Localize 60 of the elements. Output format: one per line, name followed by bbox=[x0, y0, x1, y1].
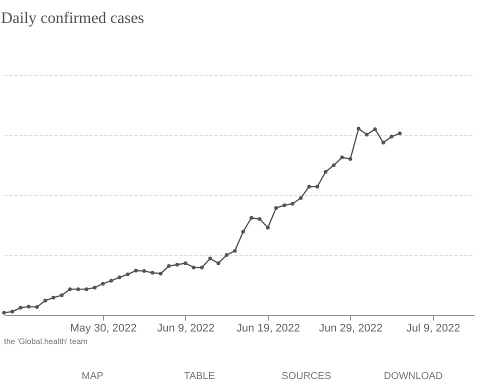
point bbox=[134, 268, 138, 273]
point bbox=[43, 298, 48, 303]
point bbox=[76, 287, 80, 292]
point bbox=[390, 134, 394, 139]
x-tick-label: Jun 29, 2022 bbox=[319, 322, 383, 334]
text: DOWNLOAD bbox=[384, 371, 443, 382]
point bbox=[298, 196, 303, 200]
point bbox=[142, 269, 146, 273]
point bbox=[364, 132, 369, 136]
point bbox=[175, 262, 180, 267]
point bbox=[266, 226, 270, 230]
text: MAP bbox=[82, 371, 104, 382]
point bbox=[92, 286, 97, 290]
point bbox=[109, 278, 114, 283]
point bbox=[84, 287, 88, 292]
point bbox=[192, 266, 196, 270]
point bbox=[307, 184, 311, 188]
point bbox=[241, 230, 245, 234]
point bbox=[381, 140, 386, 145]
point bbox=[356, 126, 360, 131]
point bbox=[290, 202, 294, 206]
x-tick-label: Jul 9, 2022 bbox=[406, 322, 460, 334]
point bbox=[10, 310, 14, 314]
point bbox=[224, 253, 229, 257]
point bbox=[101, 282, 105, 286]
point bbox=[332, 163, 336, 168]
point bbox=[315, 184, 320, 188]
point bbox=[118, 275, 122, 280]
point bbox=[249, 216, 254, 220]
point bbox=[126, 272, 130, 276]
x-tick-label: May 30, 2022 bbox=[70, 322, 137, 334]
point bbox=[35, 305, 39, 309]
point bbox=[208, 256, 212, 260]
point bbox=[18, 306, 22, 310]
text: SOURCES bbox=[282, 371, 332, 382]
point bbox=[167, 264, 171, 268]
point bbox=[258, 217, 262, 221]
point bbox=[282, 203, 286, 208]
x-tick-label: Jun 9, 2022 bbox=[157, 322, 215, 334]
point bbox=[324, 170, 328, 174]
point bbox=[52, 296, 56, 300]
point bbox=[68, 287, 72, 292]
point bbox=[158, 272, 163, 276]
point bbox=[184, 261, 188, 266]
point bbox=[233, 249, 237, 253]
point bbox=[60, 293, 64, 298]
point bbox=[200, 266, 204, 270]
point bbox=[398, 131, 402, 136]
text: TABLE bbox=[184, 371, 216, 382]
text: the 'Global.health' team bbox=[4, 337, 88, 346]
point bbox=[26, 304, 31, 308]
point bbox=[216, 261, 220, 266]
point bbox=[274, 206, 278, 210]
point bbox=[373, 127, 377, 132]
point bbox=[348, 157, 352, 161]
chart-title: Daily confirmed cases bbox=[1, 10, 144, 27]
point bbox=[340, 155, 344, 160]
point bbox=[150, 270, 154, 275]
x-tick-label: Jun 19, 2022 bbox=[236, 322, 300, 334]
point bbox=[2, 310, 6, 315]
